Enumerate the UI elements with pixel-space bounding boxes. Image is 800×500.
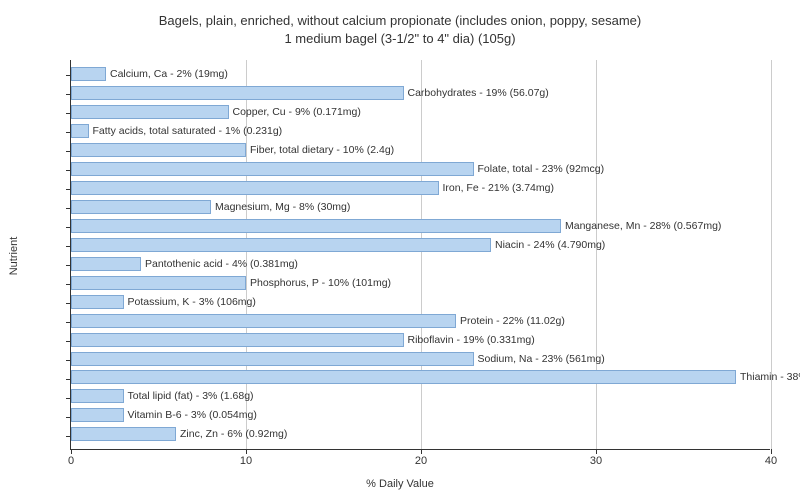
bar-label: Carbohydrates - 19% (56.07g) [408, 87, 549, 99]
y-tick-mark [66, 303, 71, 304]
y-tick-mark [66, 208, 71, 209]
bar-label: Calcium, Ca - 2% (19mg) [110, 68, 228, 80]
bar [71, 352, 474, 366]
chart-title: Bagels, plain, enriched, without calcium… [0, 0, 800, 48]
bar-row: Carbohydrates - 19% (56.07g) [71, 85, 770, 101]
bar-row: Pantothenic acid - 4% (0.381mg) [71, 256, 770, 272]
bar-row: Phosphorus, P - 10% (101mg) [71, 275, 770, 291]
bar-row: Thiamin - 38% (0.565mg) [71, 369, 770, 385]
bars-container: Calcium, Ca - 2% (19mg) Carbohydrates - 1… [71, 65, 770, 444]
bar-label: Thiamin - 38% (0.565mg) [740, 371, 800, 383]
bar-label: Fatty acids, total saturated - 1% (0.231… [93, 125, 283, 137]
bar [71, 276, 246, 290]
x-tick-mark [771, 449, 772, 454]
x-tick-label: 20 [415, 455, 427, 467]
y-tick-mark [66, 246, 71, 247]
y-tick-mark [66, 341, 71, 342]
bar-row: Magnesium, Mg - 8% (30mg) [71, 199, 770, 215]
bar [71, 295, 124, 309]
bar-row: Calcium, Ca - 2% (19mg) [71, 66, 770, 82]
x-tick-label: 30 [590, 455, 602, 467]
x-tick-label: 40 [765, 455, 777, 467]
bar-label: Riboflavin - 19% (0.331mg) [408, 334, 535, 346]
bar-row: Riboflavin - 19% (0.331mg) [71, 332, 770, 348]
bar-row: Fiber, total dietary - 10% (2.4g) [71, 142, 770, 158]
bar-label: Magnesium, Mg - 8% (30mg) [215, 201, 350, 213]
y-tick-mark [66, 151, 71, 152]
x-tick-label: 10 [240, 455, 252, 467]
bar-row: Copper, Cu - 9% (0.171mg) [71, 104, 770, 120]
nutrition-chart: Bagels, plain, enriched, without calcium… [0, 0, 800, 500]
bar-row: Fatty acids, total saturated - 1% (0.231… [71, 123, 770, 139]
gridline [771, 60, 772, 449]
x-tick-label: 0 [68, 455, 74, 467]
y-tick-mark [66, 436, 71, 437]
bar [71, 105, 229, 119]
bar-row: Vitamin B-6 - 3% (0.054mg) [71, 407, 770, 423]
bar [71, 333, 404, 347]
bar-row: Sodium, Na - 23% (561mg) [71, 351, 770, 367]
bar-row: Total lipid (fat) - 3% (1.68g) [71, 388, 770, 404]
bar [71, 143, 246, 157]
plot-area: Calcium, Ca - 2% (19mg) Carbohydrates - 1… [70, 60, 770, 450]
bar [71, 427, 176, 441]
y-tick-mark [66, 94, 71, 95]
bar-label: Manganese, Mn - 28% (0.567mg) [565, 220, 721, 232]
y-tick-mark [66, 417, 71, 418]
bar [71, 314, 456, 328]
title-line-1: Bagels, plain, enriched, without calcium… [0, 12, 800, 30]
bar [71, 389, 124, 403]
bar-label: Fiber, total dietary - 10% (2.4g) [250, 144, 394, 156]
x-tick-mark [246, 449, 247, 454]
y-tick-mark [66, 113, 71, 114]
title-line-2: 1 medium bagel (3-1/2" to 4" dia) (105g) [0, 30, 800, 48]
y-tick-mark [66, 284, 71, 285]
bar-row: Folate, total - 23% (92mcg) [71, 161, 770, 177]
bar [71, 257, 141, 271]
bar [71, 162, 474, 176]
y-tick-mark [66, 132, 71, 133]
bar-row: Protein - 22% (11.02g) [71, 313, 770, 329]
bar-label: Total lipid (fat) - 3% (1.68g) [128, 390, 254, 402]
bar-label: Pantothenic acid - 4% (0.381mg) [145, 258, 298, 270]
bar-label: Folate, total - 23% (92mcg) [478, 163, 605, 175]
y-tick-mark [66, 398, 71, 399]
bar-label: Phosphorus, P - 10% (101mg) [250, 277, 391, 289]
bar-row: Potassium, K - 3% (106mg) [71, 294, 770, 310]
y-tick-mark [66, 265, 71, 266]
bar-label: Zinc, Zn - 6% (0.92mg) [180, 428, 287, 440]
bar-row: Niacin - 24% (4.790mg) [71, 237, 770, 253]
y-tick-mark [66, 227, 71, 228]
bar-label: Niacin - 24% (4.790mg) [495, 239, 605, 251]
bar-label: Vitamin B-6 - 3% (0.054mg) [128, 409, 257, 421]
bar [71, 200, 211, 214]
bar-label: Potassium, K - 3% (106mg) [128, 296, 256, 308]
y-tick-mark [66, 379, 71, 380]
y-tick-mark [66, 170, 71, 171]
bar [71, 219, 561, 233]
bar [71, 124, 89, 138]
x-tick-mark [596, 449, 597, 454]
x-axis-label: % Daily Value [366, 478, 434, 490]
bar-label: Sodium, Na - 23% (561mg) [478, 353, 605, 365]
bar [71, 370, 736, 384]
y-tick-mark [66, 322, 71, 323]
bar [71, 67, 106, 81]
bar [71, 181, 439, 195]
bar-label: Copper, Cu - 9% (0.171mg) [233, 106, 361, 118]
x-tick-mark [71, 449, 72, 454]
bar-label: Protein - 22% (11.02g) [460, 315, 565, 327]
y-tick-mark [66, 189, 71, 190]
bar-row: Manganese, Mn - 28% (0.567mg) [71, 218, 770, 234]
bar-row: Iron, Fe - 21% (3.74mg) [71, 180, 770, 196]
bar [71, 238, 491, 252]
bar [71, 408, 124, 422]
y-tick-mark [66, 360, 71, 361]
y-tick-mark [66, 75, 71, 76]
y-axis-label: Nutrient [8, 237, 20, 276]
bar [71, 86, 404, 100]
bar-row: Zinc, Zn - 6% (0.92mg) [71, 426, 770, 442]
x-tick-mark [421, 449, 422, 454]
bar-label: Iron, Fe - 21% (3.74mg) [443, 182, 554, 194]
